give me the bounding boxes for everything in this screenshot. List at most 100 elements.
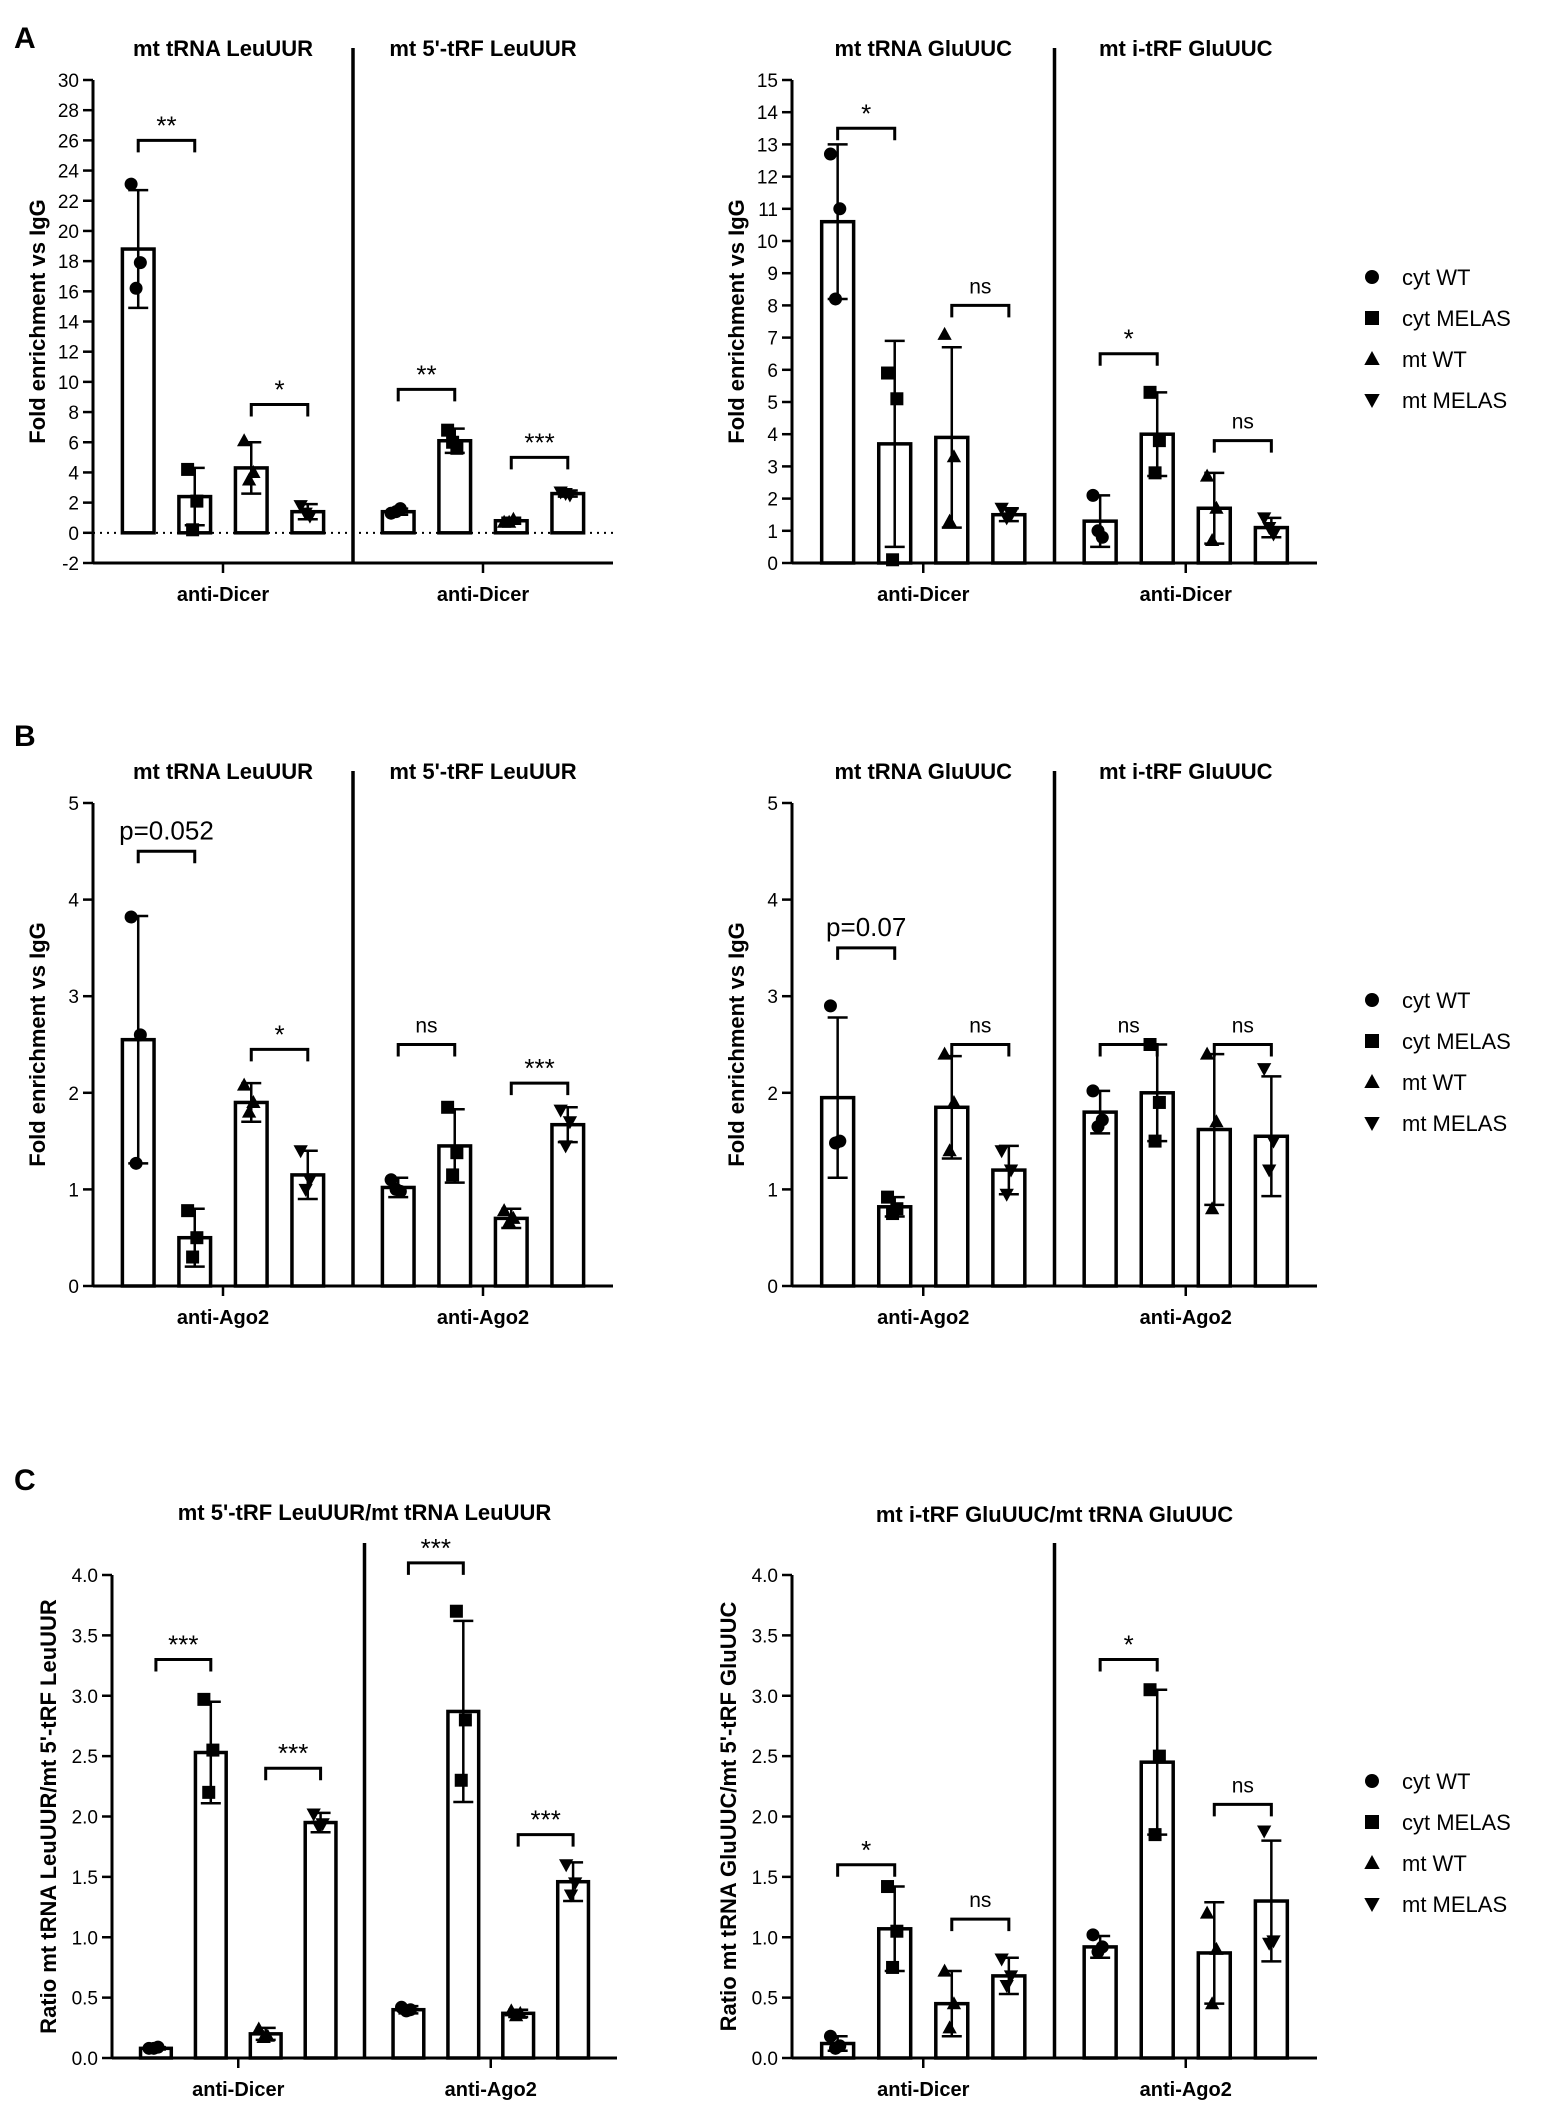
chart-6: 0.0 0.5 1.0 1.5 2.0 2.5 3.0 3.5 4.0 Ratio mt tRNA…: [716, 1502, 1317, 2101]
y-tick-label: 0.0: [752, 2049, 778, 2070]
significance-bracket: [509, 1081, 570, 1096]
significance-bracket: [836, 126, 897, 141]
circle-marker-icon: [1365, 270, 1379, 284]
y-tick-label: 2: [68, 1084, 79, 1105]
y-tick-label: 2: [68, 494, 79, 515]
data-point: [298, 507, 313, 521]
data-point: [206, 1743, 220, 1757]
x-group-label: anti-Dicer: [1140, 584, 1232, 606]
data-point: [1143, 385, 1157, 399]
significance-label: ***: [530, 1805, 560, 1835]
significance-bracket: [264, 1766, 323, 1781]
data-point: [293, 500, 308, 514]
significance-bracket: [396, 1043, 457, 1057]
chart-5: 0.0 0.5 1.0 1.5 2.0 2.5 3.0 3.5 4.0 Ratio mt tRNA…: [36, 1500, 617, 2101]
significance-bracket: [836, 946, 897, 960]
data-point: [946, 449, 962, 463]
data-point: [558, 488, 573, 502]
significance-label: *: [274, 375, 284, 405]
y-tick-label: 10: [58, 373, 79, 394]
significance-bracket: [136, 138, 197, 153]
x-group-label: anti-Ago2: [877, 1307, 969, 1329]
data-point: [256, 2029, 271, 2043]
data-point: [246, 1094, 261, 1108]
significance-bracket: [950, 1043, 1011, 1057]
significance-bracket: [1098, 352, 1159, 366]
legend-label: cyt MELAS: [1402, 1810, 1511, 1835]
y-tick-label: 0: [68, 524, 79, 545]
y-tick-label: 14: [757, 103, 779, 124]
significance-bracket: [950, 1917, 1011, 1932]
y-tick-label: 20: [58, 222, 79, 243]
data-point: [994, 1145, 1009, 1159]
bar-cyt-wt: [380, 1185, 416, 1288]
y-tick-label: 0.5: [72, 1989, 98, 2010]
legend-label: mt WT: [1402, 1851, 1467, 1876]
data-point: [389, 1182, 403, 1196]
bar-cyt-wt: [1082, 1110, 1118, 1288]
significance-label: ***: [278, 1738, 308, 1768]
data-point: [1148, 466, 1162, 480]
x-group-label: anti-Ago2: [1140, 2079, 1232, 2101]
y-tick-label: 1.0: [752, 1928, 778, 1949]
y-tick-label: 1.5: [752, 1868, 778, 1889]
y-tick-label: 1: [68, 1180, 79, 1201]
bar-cyt-wt: [1082, 1945, 1118, 2060]
legend-1: cyt WT cyt MELAS mt WT mt MELAS: [1364, 265, 1511, 413]
chart-4: 0 1 2 3 4 5 Fold enrichment vs IgG mt tRNA GluU…: [724, 759, 1317, 1329]
significance-label: ns: [1232, 1774, 1254, 1797]
data-point: [1262, 1164, 1277, 1178]
data-point: [1086, 1084, 1100, 1098]
significance-bracket: [1212, 439, 1273, 453]
bar-group-2: mt i-tRF GluUUC anti-Ago2 ns ns: [1052, 759, 1290, 1329]
data-point: [251, 2021, 266, 2035]
group-title: mt tRNA GluUUC: [834, 36, 1012, 61]
y-tick-label: 1.0: [72, 1928, 98, 1949]
data-point: [190, 1231, 204, 1245]
y-axis-label: Ratio mt tRNA LeuUUR/mt 5'-tRF LeuUUR: [36, 1599, 61, 2034]
panel-letter-a: A: [14, 22, 36, 55]
data-point: [450, 1146, 464, 1160]
data-point: [124, 910, 138, 924]
bar-group-1: anti-Dicer *** ***: [138, 1630, 338, 2101]
bar-mt-wt: [493, 1216, 529, 1288]
data-point: [994, 1953, 1009, 1967]
data-point: [563, 1889, 579, 1903]
y-tick-label: 5: [767, 393, 778, 414]
data-point: [937, 1046, 952, 1060]
significance-label: ns: [1118, 1015, 1140, 1038]
y-tick-label: 1: [767, 1180, 778, 1201]
significance-label: ***: [524, 427, 554, 457]
group-title: mt tRNA LeuUUR: [133, 36, 313, 61]
y-tick-label: -2: [62, 554, 79, 575]
data-point: [942, 2020, 957, 2034]
y-tick-label: 0.5: [752, 1989, 778, 2010]
square-marker-icon: [1365, 1815, 1379, 1829]
data-point: [441, 423, 455, 437]
y-tick-label: 3: [767, 457, 778, 478]
data-point: [501, 1214, 517, 1228]
data-point: [828, 1136, 842, 1150]
y-tick-label: 4.0: [752, 1566, 778, 1587]
data-point: [1204, 532, 1220, 546]
y-tick-label: 14: [58, 313, 80, 334]
data-point: [999, 1188, 1014, 1202]
triangle-up-marker-icon: [1364, 350, 1380, 365]
data-point: [181, 462, 195, 476]
data-point: [1266, 1135, 1281, 1149]
significance-label: *: [861, 1835, 871, 1865]
data-point: [1091, 1120, 1105, 1134]
x-group-label: anti-Ago2: [177, 1307, 269, 1329]
bar-group-1: mt tRNA LeuUUR anti-Ago2 p=0.052 *: [119, 759, 326, 1329]
data-point: [1262, 522, 1277, 536]
data-point: [559, 1859, 574, 1873]
data-point: [458, 1713, 472, 1727]
data-point: [1148, 1828, 1162, 1842]
data-point: [833, 202, 847, 216]
y-tick-label: 2: [767, 1084, 778, 1105]
chart-3: 0 1 2 3 4 5 Fold enrichment vs IgG mt tRNA LeuU…: [25, 759, 613, 1329]
data-point: [999, 512, 1014, 526]
y-tick-label: 1.5: [72, 1868, 98, 1889]
y-tick-label: 4: [68, 463, 79, 484]
data-point: [1209, 1941, 1224, 1955]
